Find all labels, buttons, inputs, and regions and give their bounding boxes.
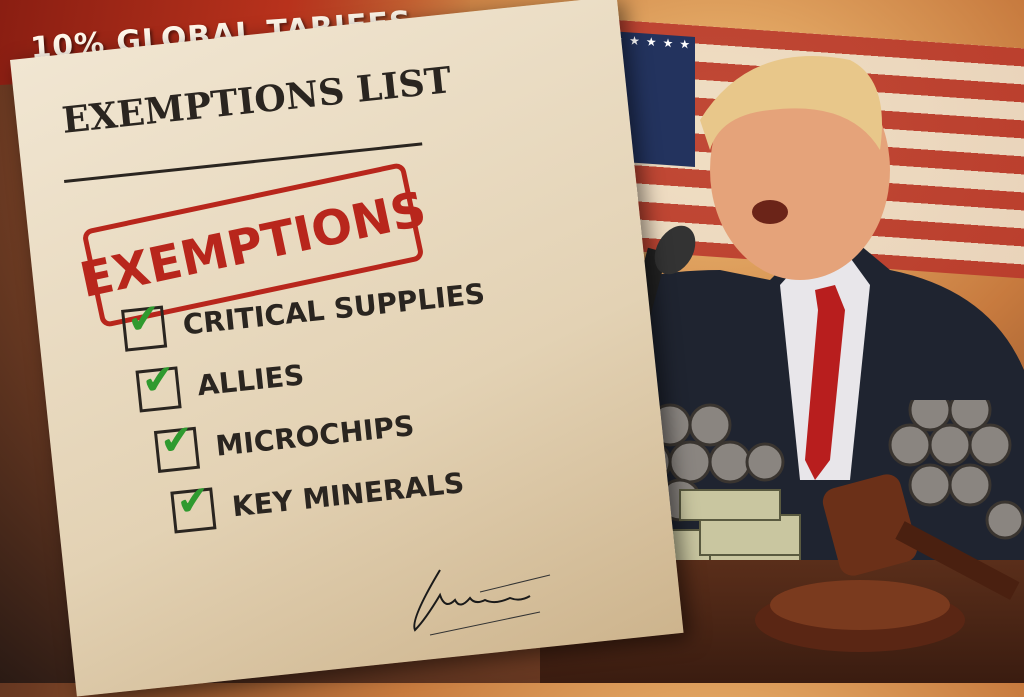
item-label: KEY MINERALS: [230, 465, 466, 523]
item-label: MICROCHIPS: [214, 408, 416, 463]
illustration: ★★★★★★★★★★★★★★★★★★★★★★★★★★★★★★★★★★★★★★★★…: [0, 0, 1024, 683]
gavel: [755, 474, 1020, 652]
checkbox-checked-icon: [170, 487, 217, 534]
checkbox-checked-icon: [153, 426, 201, 473]
checkbox-checked-icon: [135, 366, 182, 413]
item-label: ALLIES: [195, 357, 306, 402]
signature: [413, 569, 551, 636]
checkbox-checked-icon: [121, 305, 168, 352]
exemptions-list: CRITICAL SUPPLIES ALLIES MICROCHIPS KEY …: [120, 262, 507, 547]
